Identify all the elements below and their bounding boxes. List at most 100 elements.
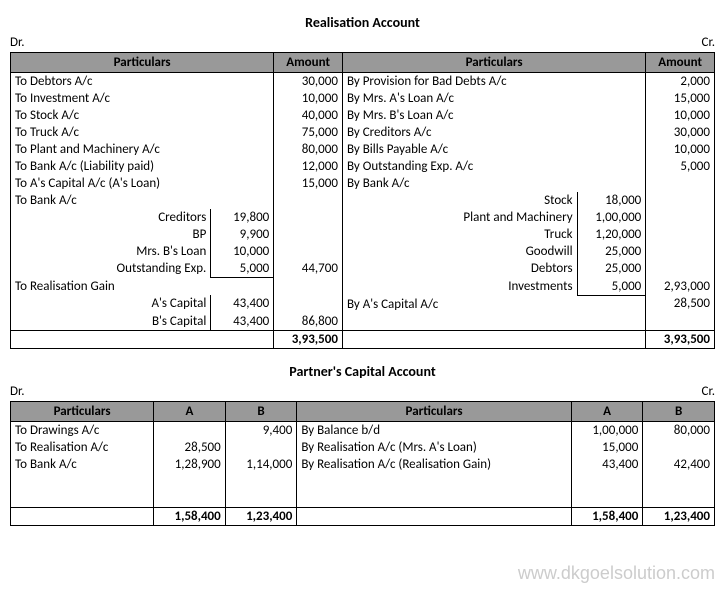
cr-amt: 28,500 xyxy=(646,295,715,313)
dr-row xyxy=(11,473,154,490)
dr-b xyxy=(225,439,297,456)
cr-row: By Provision for Bad Debts A/c xyxy=(342,73,645,91)
cr-amt xyxy=(646,260,715,278)
cr-row: By Bank A/c xyxy=(342,175,645,192)
dr-amt xyxy=(274,192,343,209)
cr-amt: 15,000 xyxy=(646,90,715,107)
dr-b: 1,14,000 xyxy=(225,456,297,473)
dr-row: To Debtors A/c xyxy=(11,73,274,91)
dr-amt: 75,000 xyxy=(274,124,343,141)
cr-row: By Balance b/d xyxy=(297,421,571,439)
head-amount-dr: Amount xyxy=(274,53,343,73)
dr-sub-val: 19,800 xyxy=(211,209,274,226)
head-particulars-cr: Particulars xyxy=(297,401,571,421)
cr-amt xyxy=(646,243,715,260)
dr-sub-label: Creditors xyxy=(11,209,211,226)
capital-title: Partner's Capital Account xyxy=(10,363,715,380)
dr-label: Dr. xyxy=(10,384,25,399)
cr-amt: 30,000 xyxy=(646,124,715,141)
realisation-title: Realisation Account xyxy=(10,14,715,31)
dr-sub-val: 43,400 xyxy=(211,313,274,331)
dr-sub-val: 5,000 xyxy=(211,260,274,278)
dr-sub-val: 10,000 xyxy=(211,243,274,260)
dr-amt: 80,000 xyxy=(274,141,343,158)
capital-table: Particulars A B Particulars A B To Drawi… xyxy=(10,401,715,526)
cr-b xyxy=(643,473,715,490)
cr-row: By Bills Payable A/c xyxy=(342,141,645,158)
dr-row: To Investment A/c xyxy=(11,90,274,107)
cr-row: By Mrs. B's Loan A/c xyxy=(342,107,645,124)
dr-amt: 40,000 xyxy=(274,107,343,124)
dr-amt: 15,000 xyxy=(274,175,343,192)
dr-sub-val: 9,900 xyxy=(211,226,274,243)
cr-sub-label: Stock xyxy=(342,192,577,209)
cr-sub-label: Debtors xyxy=(342,260,577,278)
cr-a xyxy=(571,490,643,508)
cr-row xyxy=(342,313,645,331)
total-b-dr: 1,23,400 xyxy=(225,507,297,525)
cr-a: 43,400 xyxy=(571,456,643,473)
head-particulars-dr: Particulars xyxy=(11,53,274,73)
dr-sub-label: B's Capital xyxy=(11,313,211,331)
dr-sub-val: 43,400 xyxy=(211,295,274,313)
dr-row: To Plant and Machinery A/c xyxy=(11,141,274,158)
cr-amt: 5,000 xyxy=(646,158,715,175)
total-label xyxy=(11,330,274,348)
dr-a xyxy=(154,490,226,508)
cr-sub-label: Investments xyxy=(342,278,577,296)
dr-row: To Bank A/c (Liability paid) xyxy=(11,158,274,175)
dr-amt: 30,000 xyxy=(274,73,343,91)
cr-b xyxy=(643,439,715,456)
cr-sub-val: 1,20,000 xyxy=(577,226,646,243)
total-label xyxy=(342,330,645,348)
dr-label: Dr. xyxy=(10,35,25,50)
dr-row: To Bank A/c xyxy=(11,192,274,209)
total-label xyxy=(11,507,154,525)
cr-label: Cr. xyxy=(702,35,715,50)
cr-a: 1,00,000 xyxy=(571,421,643,439)
cr-sub-val: 5,000 xyxy=(577,278,646,296)
cr-row: By Realisation A/c (Realisation Gain) xyxy=(297,456,571,473)
cr-row: By A's Capital A/c xyxy=(342,295,645,313)
cr-amt xyxy=(646,192,715,209)
dr-amt: 86,800 xyxy=(274,313,343,331)
cr-sub-val: 25,000 xyxy=(577,260,646,278)
total-a-dr: 1,58,400 xyxy=(154,507,226,525)
dr-amt: 44,700 xyxy=(274,260,343,278)
dr-amt xyxy=(274,209,343,226)
cr-label: Cr. xyxy=(702,384,715,399)
total-label xyxy=(297,507,571,525)
cr-amt: 2,000 xyxy=(646,73,715,91)
cr-a: 15,000 xyxy=(571,439,643,456)
head-particulars-dr: Particulars xyxy=(11,401,154,421)
dr-row: To A's Capital A/c (A's Loan) xyxy=(11,175,274,192)
cr-sub-val: 18,000 xyxy=(577,192,646,209)
dr-b: 9,400 xyxy=(225,421,297,439)
cr-amt xyxy=(646,209,715,226)
cr-sub-label: Truck xyxy=(342,226,577,243)
dr-row: To Truck A/c xyxy=(11,124,274,141)
dr-a xyxy=(154,421,226,439)
head-amount-cr: Amount xyxy=(646,53,715,73)
cr-sub-val: 25,000 xyxy=(577,243,646,260)
realisation-table: Particulars Amount Particulars Amount To… xyxy=(10,52,715,349)
dr-amt xyxy=(274,243,343,260)
cr-row: By Mrs. A's Loan A/c xyxy=(342,90,645,107)
cr-amt xyxy=(646,313,715,331)
cr-row xyxy=(297,473,571,490)
head-a-cr: A xyxy=(571,401,643,421)
cr-row xyxy=(297,490,571,508)
cr-amt xyxy=(646,175,715,192)
cr-sub-val: 1,00,000 xyxy=(577,209,646,226)
cr-sub-label: Goodwill xyxy=(342,243,577,260)
dr-amt xyxy=(274,226,343,243)
dr-amt: 12,000 xyxy=(274,158,343,175)
dr-row xyxy=(11,490,154,508)
cr-row: By Realisation A/c (Mrs. A's Loan) xyxy=(297,439,571,456)
cr-row: By Creditors A/c xyxy=(342,124,645,141)
total-dr: 3,93,500 xyxy=(274,330,343,348)
dr-sub-label: A's Capital xyxy=(11,295,211,313)
cr-amt: 10,000 xyxy=(646,141,715,158)
dr-amt xyxy=(274,278,343,296)
total-a-cr: 1,58,400 xyxy=(571,507,643,525)
